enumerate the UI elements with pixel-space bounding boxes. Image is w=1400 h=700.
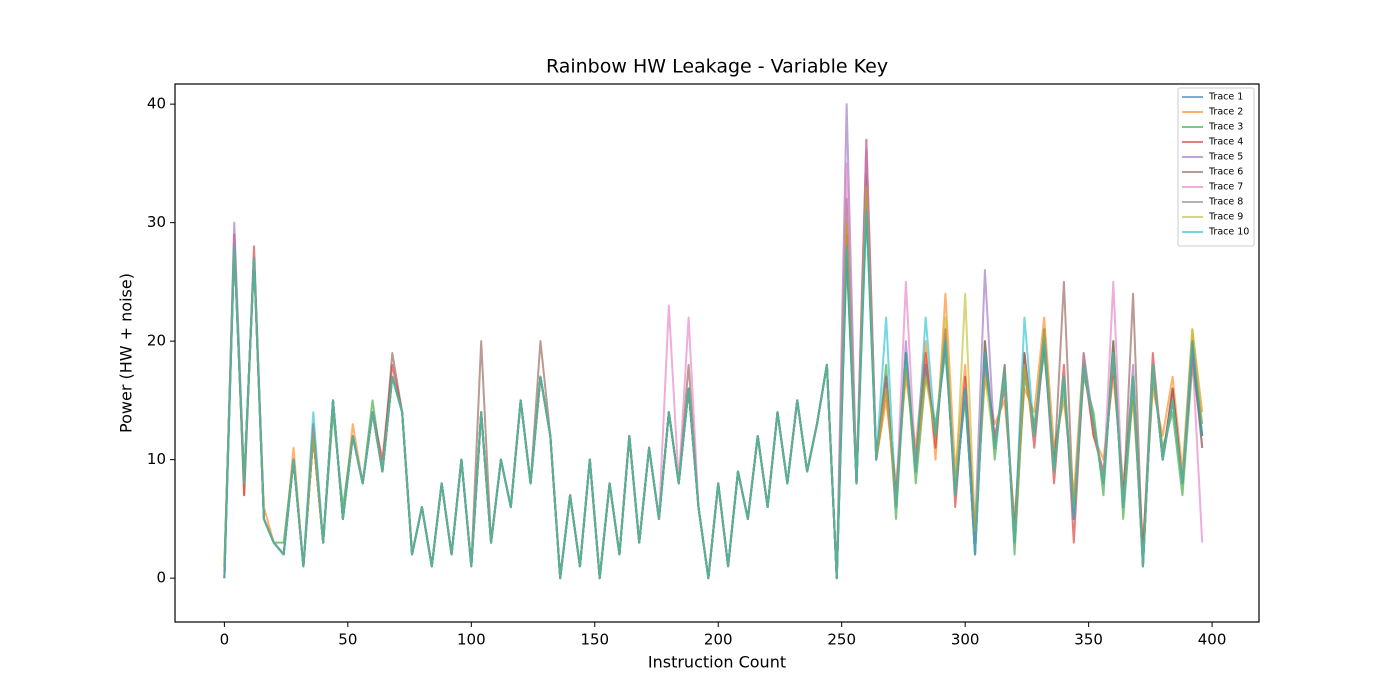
legend-label: Trace 7 (1208, 182, 1243, 193)
trace-line (223, 209, 1204, 580)
axes-frame (174, 83, 1260, 623)
x-tick-label: 400 (1198, 631, 1227, 649)
trace-line (223, 138, 1204, 580)
y-axis-label: Power (HW + noise) (117, 273, 136, 433)
legend-label: Trace 5 (1208, 152, 1243, 163)
x-tick-label: 350 (1074, 631, 1103, 649)
y-tick-label: 40 (147, 95, 166, 113)
trace-line (223, 103, 1204, 580)
x-tick-label: 50 (338, 631, 357, 649)
x-tick-label: 150 (580, 631, 609, 649)
trace-line (223, 174, 1204, 580)
legend-label: Trace 8 (1208, 197, 1243, 208)
y-tick-label: 30 (147, 213, 166, 231)
plot-area (223, 103, 1204, 580)
x-tick-label: 100 (457, 631, 486, 649)
chart-title: Rainbow HW Leakage - Variable Key (546, 56, 888, 78)
x-tick-label: 300 (951, 631, 980, 649)
x-axis-label: Instruction Count (648, 653, 786, 672)
trace-line (223, 186, 1204, 580)
y-tick-label: 10 (147, 450, 166, 468)
legend-label: Trace 4 (1208, 137, 1243, 148)
x-tick-label: 200 (704, 631, 733, 649)
x-tick-label: 0 (220, 631, 230, 649)
legend-label: Trace 1 (1208, 92, 1243, 103)
legend-label: Trace 10 (1208, 227, 1249, 238)
trace-line (223, 138, 1204, 580)
legend-label: Trace 2 (1208, 107, 1243, 118)
legend-label: Trace 9 (1208, 212, 1243, 223)
y-tick-label: 0 (156, 569, 166, 587)
legend-label: Trace 6 (1208, 167, 1243, 178)
y-tick-label: 20 (147, 332, 166, 350)
trace-line (223, 186, 1204, 580)
legend-label: Trace 3 (1208, 122, 1243, 133)
legend: Trace 1 Trace 2 Trace 3 Trace 4 Trace 5 Trace… (1177, 87, 1255, 247)
x-tick-label: 250 (827, 631, 856, 649)
